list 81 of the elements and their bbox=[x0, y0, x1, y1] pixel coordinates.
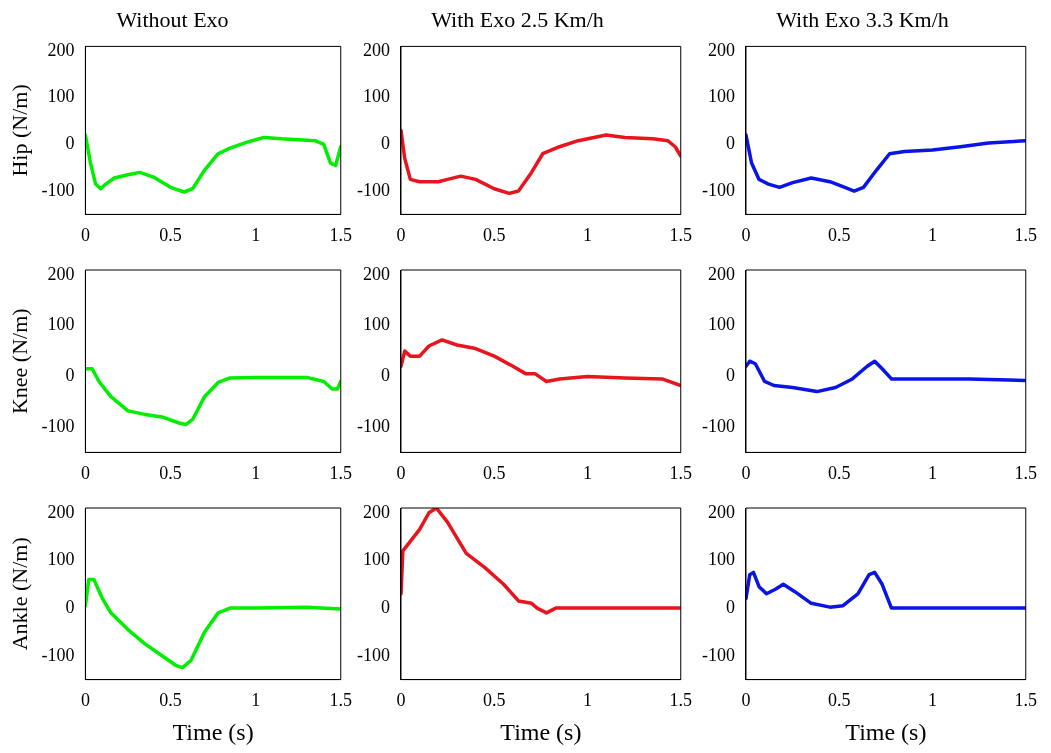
y-tick-label: 0 bbox=[725, 133, 735, 154]
y-axis-title: Knee (N/m) bbox=[6, 308, 32, 415]
x-tick-label: 0.5 bbox=[159, 690, 182, 711]
x-tick-label: 1 bbox=[251, 462, 261, 483]
x-tick-label: 0 bbox=[396, 224, 406, 245]
x-tick-label: 1.5 bbox=[329, 690, 352, 711]
y-tick-label: 0 bbox=[65, 133, 75, 154]
chart-title: With Exo 3.3 Km/h bbox=[776, 6, 949, 32]
y-tick-label: -100 bbox=[41, 644, 75, 665]
y-tick-label: 100 bbox=[47, 314, 75, 335]
x-tick-label: 1 bbox=[928, 224, 937, 245]
y-tick-label: 0 bbox=[380, 133, 390, 154]
y-tick-label: 200 bbox=[707, 39, 735, 60]
x-tick-label: 1.5 bbox=[1014, 224, 1037, 245]
y-tick-label: -100 bbox=[701, 644, 735, 665]
y-tick-label: 100 bbox=[362, 314, 390, 335]
x-tick-label: 0 bbox=[396, 690, 406, 711]
y-tick-label: -100 bbox=[356, 415, 390, 436]
y-tick-label: -100 bbox=[356, 644, 390, 665]
y-tick-label: -100 bbox=[701, 179, 735, 200]
x-axis-title: Time (s) bbox=[172, 718, 254, 745]
x-tick-label: 0 bbox=[396, 462, 406, 483]
y-tick-label: -100 bbox=[356, 179, 390, 200]
x-axis-title: Time (s) bbox=[500, 718, 582, 745]
y-tick-label: 200 bbox=[47, 39, 75, 60]
x-tick-label: 1 bbox=[928, 462, 937, 483]
x-axis-title: Time (s) bbox=[845, 718, 927, 745]
x-tick-label: 0.5 bbox=[828, 224, 851, 245]
x-tick-label: 0 bbox=[741, 690, 751, 711]
x-tick-label: 1.5 bbox=[669, 224, 692, 245]
y-tick-label: 0 bbox=[725, 596, 735, 617]
x-tick-label: 1.5 bbox=[669, 690, 692, 711]
x-tick-label: 1.5 bbox=[1014, 462, 1037, 483]
y-tick-label: 100 bbox=[47, 549, 75, 570]
x-tick-label: 0 bbox=[80, 462, 90, 483]
y-tick-label: 0 bbox=[725, 365, 735, 386]
y-tick-label: 200 bbox=[362, 501, 390, 522]
x-tick-label: 1.5 bbox=[669, 462, 692, 483]
x-tick-label: 0.5 bbox=[483, 224, 506, 245]
y-tick-label: 0 bbox=[380, 365, 390, 386]
y-tick-label: 200 bbox=[707, 501, 735, 522]
x-tick-label: 0.5 bbox=[159, 462, 182, 483]
x-tick-label: 0 bbox=[80, 690, 90, 711]
x-tick-label: 1.5 bbox=[1014, 690, 1037, 711]
x-tick-label: 0.5 bbox=[483, 462, 506, 483]
y-tick-label: -100 bbox=[41, 415, 75, 436]
x-tick-label: 1 bbox=[583, 690, 592, 711]
y-tick-label: -100 bbox=[701, 415, 735, 436]
x-tick-label: 1 bbox=[583, 224, 592, 245]
x-tick-label: 1 bbox=[583, 462, 592, 483]
y-tick-label: 200 bbox=[362, 39, 390, 60]
x-tick-label: 1 bbox=[251, 224, 261, 245]
y-tick-label: 200 bbox=[362, 263, 390, 284]
y-axis-title: Hip (N/m) bbox=[6, 84, 32, 177]
x-tick-label: 1 bbox=[928, 690, 937, 711]
y-tick-label: 100 bbox=[47, 86, 75, 107]
chart-title: Without Exo bbox=[116, 6, 229, 32]
x-tick-label: 0 bbox=[741, 462, 751, 483]
x-tick-label: 0 bbox=[80, 224, 90, 245]
y-tick-label: 100 bbox=[707, 86, 735, 107]
y-tick-label: 0 bbox=[65, 596, 75, 617]
x-tick-label: 1 bbox=[251, 690, 261, 711]
y-tick-label: 0 bbox=[65, 365, 75, 386]
y-tick-label: 100 bbox=[707, 314, 735, 335]
y-tick-label: 100 bbox=[707, 549, 735, 570]
y-tick-label: 200 bbox=[47, 263, 75, 284]
x-tick-label: 0.5 bbox=[483, 690, 506, 711]
chart-title: With Exo 2.5 Km/h bbox=[431, 6, 604, 32]
y-tick-label: 200 bbox=[47, 501, 75, 522]
x-tick-label: 0.5 bbox=[159, 224, 182, 245]
y-tick-label: 200 bbox=[707, 263, 735, 284]
x-tick-label: 0 bbox=[741, 224, 751, 245]
y-tick-label: 100 bbox=[362, 549, 390, 570]
x-tick-label: 0.5 bbox=[828, 690, 851, 711]
y-tick-label: 0 bbox=[380, 596, 390, 617]
y-tick-label: 100 bbox=[362, 86, 390, 107]
y-tick-label: -100 bbox=[41, 179, 75, 200]
y-axis-title: Ankle (N/m) bbox=[6, 537, 32, 651]
x-tick-label: 1.5 bbox=[329, 462, 352, 483]
x-tick-label: 1.5 bbox=[329, 224, 352, 245]
x-tick-label: 0.5 bbox=[828, 462, 851, 483]
